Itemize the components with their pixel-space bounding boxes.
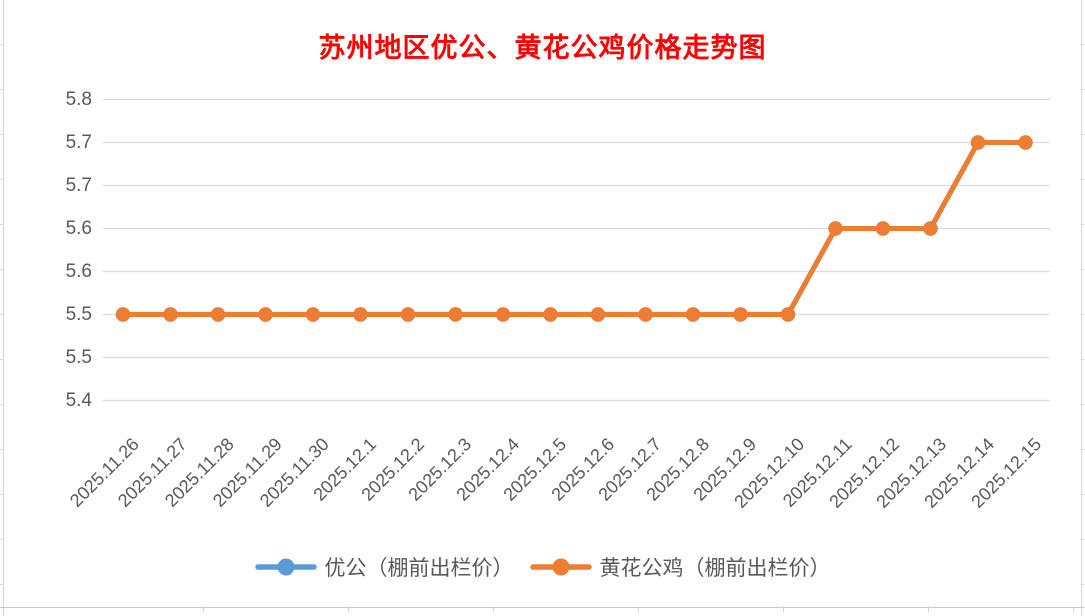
legend-entry-1[interactable]: 黄花公鸡（棚前出栏价）	[529, 552, 831, 582]
worksheet-gridlines-right	[1081, 0, 1085, 616]
y-axis-label: 5.7	[65, 131, 92, 153]
worksheet-gridlines-left	[0, 0, 4, 616]
data-point-marker	[923, 221, 938, 236]
data-point-marker	[780, 307, 796, 322]
legend-entry-0[interactable]: 优公（棚前出栏价）	[254, 552, 514, 582]
legend-label: 优公（棚前出栏价）	[324, 557, 514, 580]
legend-line-marker-icon	[529, 558, 592, 576]
y-axis-label: 5.6	[65, 217, 92, 239]
data-point-marker	[875, 221, 891, 236]
data-point-marker	[970, 135, 986, 150]
data-point-marker	[1018, 135, 1033, 150]
data-point-marker	[258, 307, 273, 322]
y-axis-label: 5.4	[65, 389, 92, 411]
data-point-marker	[115, 307, 131, 322]
data-point-marker	[638, 307, 653, 322]
data-point-marker	[353, 307, 368, 322]
data-point-marker	[210, 307, 226, 322]
data-point-marker	[448, 307, 463, 322]
data-point-marker	[543, 307, 558, 322]
data-point-marker	[828, 221, 843, 236]
data-point-marker	[685, 307, 701, 322]
y-axis-label: 5.6	[65, 260, 92, 282]
series-line-1	[123, 140, 1026, 317]
legend: 优公（棚前出栏价） 黄花公鸡（棚前出栏价）	[4, 552, 1081, 582]
data-point-marker	[305, 307, 321, 322]
y-axis-label: 5.5	[65, 303, 92, 325]
data-point-marker	[163, 307, 178, 322]
y-axis-label: 5.8	[65, 88, 92, 110]
y-axis-label: 5.7	[65, 174, 92, 196]
data-point-marker	[733, 307, 748, 322]
price-trend-chart[interactable]: 苏州地区优公、黄花公鸡价格走势图 5.8 5.7 5.7 5.6 5.6 5.5 5.5 5.…	[4, 0, 1081, 606]
y-axis-label: 5.5	[65, 346, 92, 368]
legend-label: 黄花公鸡（棚前出栏价）	[599, 557, 831, 580]
legend-line-marker-icon	[254, 558, 317, 576]
data-point-marker	[400, 307, 416, 322]
worksheet-gridline-bottom	[0, 607, 1085, 608]
data-point-marker	[590, 307, 606, 322]
data-point-marker	[495, 307, 511, 322]
chart-title: 苏州地区优公、黄花公鸡价格走势图	[318, 33, 767, 64]
